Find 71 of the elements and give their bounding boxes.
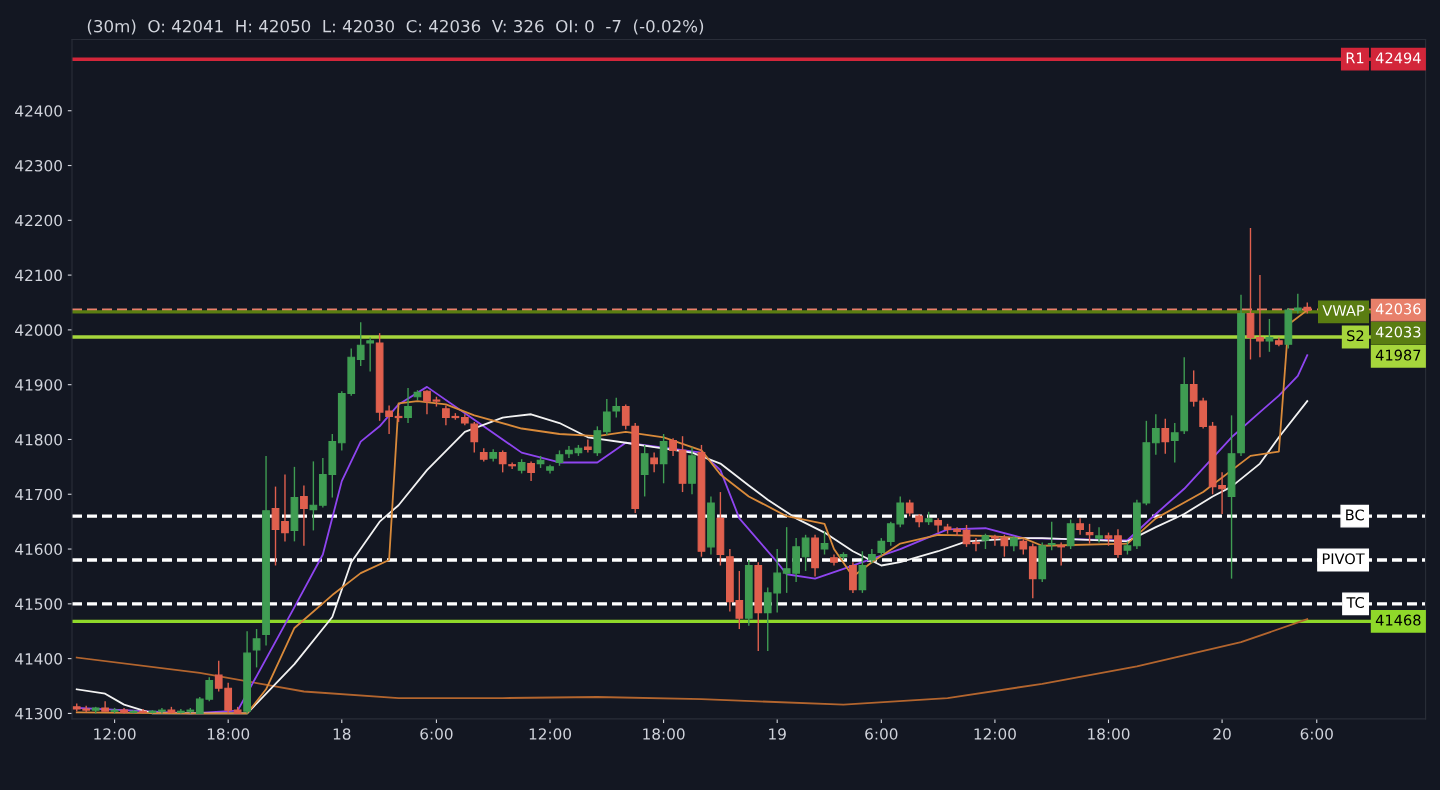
x-tick-label: 18:00 (643, 728, 685, 740)
candlestick (1095, 526, 1103, 544)
candlestick (508, 461, 517, 470)
y-tick-label: 42400 (15, 105, 62, 117)
candlestick (584, 438, 592, 454)
candlestick (621, 403, 630, 431)
candlestick (650, 451, 659, 474)
candlestick (366, 336, 375, 373)
x-tick-label: 12:00 (974, 728, 1016, 740)
candlestick (1293, 293, 1302, 315)
x-tick-label: 6:00 (865, 728, 898, 740)
ref-line-label: BC (1346, 509, 1364, 521)
y-tick-label: 41700 (15, 488, 62, 501)
annotation: 41468 (1375, 614, 1421, 626)
candlestick (820, 530, 829, 556)
y-tick-label: 42100 (15, 269, 62, 282)
candlestick (1066, 518, 1075, 550)
candlestick (659, 433, 668, 484)
y-tick-label: 42000 (15, 324, 62, 336)
candlestick (281, 473, 289, 543)
candlestick (1170, 422, 1179, 464)
candlestick (934, 517, 942, 534)
candlestick (309, 460, 318, 532)
y-tick-label: 41800 (15, 433, 62, 446)
annotation: 42033 (1375, 326, 1421, 338)
line-series (75, 618, 1309, 706)
candlestick (801, 534, 810, 572)
y-tick-label: 41400 (15, 653, 62, 665)
candlestick (1256, 274, 1264, 358)
annotation: 41987 (1375, 349, 1421, 361)
candlestick (271, 485, 280, 567)
x-tick-label: 20 (1213, 728, 1231, 740)
candlestick (1151, 413, 1160, 456)
x-tick-label: 12:00 (529, 728, 572, 740)
candlestick (1085, 523, 1094, 545)
y-tick-label: 42300 (15, 159, 62, 172)
y-tick-label: 41600 (15, 543, 62, 556)
candlestick (972, 537, 980, 552)
ref-line-label: VWAP (1322, 305, 1365, 316)
x-tick-label: 18:00 (207, 728, 250, 740)
y-tick-label: 42200 (15, 214, 62, 227)
candlestick (1161, 417, 1170, 455)
ref-line-label: R1 (1346, 52, 1364, 64)
x-tick-label: 12:00 (94, 728, 136, 740)
ref-line-label: TC (1346, 597, 1364, 609)
x-tick-label: 18 (333, 728, 351, 740)
x-tick-label: 6:00 (420, 728, 453, 740)
candlestick (1057, 541, 1066, 567)
candlestick (404, 387, 412, 424)
y-tick-label: 41900 (15, 379, 62, 391)
x-tick-label: 18:00 (1088, 728, 1130, 740)
candlestick (1047, 520, 1056, 551)
y-tick-label: 41500 (15, 598, 62, 610)
x-tick-label: 6:00 (1300, 728, 1333, 740)
candlestick (1265, 318, 1274, 353)
annotation: 42494 (1375, 52, 1421, 64)
candlestick (300, 484, 308, 547)
candlestick (640, 444, 649, 498)
candlestick (356, 321, 365, 367)
candlestick (962, 524, 971, 548)
ref-line-label: PIVOT (1322, 553, 1365, 565)
text: (30m) O: 42041 H: 42050 L: 42030 C: 42036 V: 326 OI: 0 -7 (-0.02%) (87, 19, 704, 35)
x-tick-label: 19 (769, 728, 786, 740)
candlestick (252, 628, 261, 669)
candlestick (527, 460, 535, 482)
candlestick (498, 449, 507, 474)
annotation: 42036 (1375, 303, 1421, 315)
y-tick-label: 41300 (15, 707, 62, 720)
candlestick (593, 425, 602, 457)
ref-line-label: S2 (1347, 330, 1364, 342)
candlestick (1114, 528, 1122, 559)
